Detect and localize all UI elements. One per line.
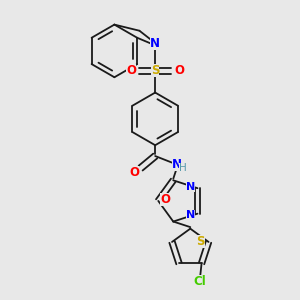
Text: N: N [150, 37, 160, 50]
Text: O: O [129, 166, 140, 179]
Text: N: N [186, 182, 195, 192]
Text: N: N [186, 210, 195, 220]
Text: O: O [174, 64, 184, 77]
Text: S: S [151, 64, 159, 77]
Text: H: H [179, 164, 187, 173]
Text: N: N [172, 158, 182, 171]
Text: S: S [196, 235, 205, 248]
Text: Cl: Cl [194, 275, 206, 289]
Text: O: O [126, 64, 136, 77]
Text: O: O [160, 193, 170, 206]
